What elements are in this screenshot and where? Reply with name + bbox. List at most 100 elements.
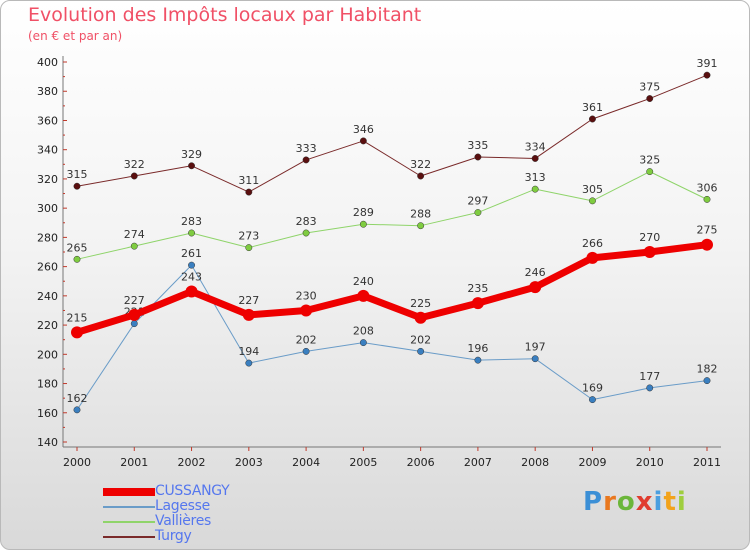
data-label-turgy: 333 bbox=[296, 142, 317, 155]
data-point-cussangy bbox=[529, 281, 542, 294]
data-point-cussangy bbox=[414, 311, 427, 324]
series-line-turgy bbox=[76, 74, 708, 193]
data-point-turgy bbox=[703, 71, 711, 79]
data-point-lagesse bbox=[245, 359, 253, 367]
data-label-cussangy: 225 bbox=[410, 297, 431, 310]
data-label-cussangy: 235 bbox=[467, 282, 488, 295]
data-label-cussangy: 275 bbox=[697, 224, 718, 237]
data-point-cussangy bbox=[471, 297, 484, 310]
data-label-turgy: 335 bbox=[467, 139, 488, 152]
proxiti-logo: Proxiti bbox=[583, 487, 687, 517]
legend-swatch-lagesse bbox=[103, 506, 155, 508]
y-tick-label: 140 bbox=[37, 436, 58, 449]
data-label-turgy: 346 bbox=[353, 123, 374, 136]
data-label-valli-res: 313 bbox=[525, 171, 546, 184]
x-tick-label: 2010 bbox=[636, 456, 664, 469]
data-point-lagesse bbox=[359, 339, 367, 347]
logo-letter: o bbox=[616, 487, 636, 517]
data-point-turgy bbox=[417, 172, 425, 180]
data-label-valli-res: 288 bbox=[410, 208, 431, 221]
data-point-lagesse bbox=[188, 261, 195, 269]
data-label-turgy: 322 bbox=[410, 158, 431, 171]
x-tick-label: 2007 bbox=[464, 456, 492, 469]
series-line-cussangy bbox=[73, 241, 711, 336]
data-label-lagesse: 182 bbox=[697, 363, 718, 376]
x-tick-label: 2001 bbox=[120, 456, 148, 469]
data-point-turgy bbox=[188, 162, 195, 170]
data-label-valli-res: 273 bbox=[238, 230, 259, 243]
data-label-valli-res: 274 bbox=[124, 228, 145, 241]
y-tick-label: 240 bbox=[37, 290, 58, 303]
data-point-turgy bbox=[130, 172, 138, 180]
x-tick-label: 2008 bbox=[521, 456, 549, 469]
data-point-lagesse bbox=[302, 347, 310, 355]
data-label-turgy: 375 bbox=[639, 81, 660, 94]
data-label-lagesse: 194 bbox=[238, 345, 259, 358]
y-tick-label: 380 bbox=[37, 85, 58, 98]
data-point-turgy bbox=[359, 137, 367, 145]
data-point-lagesse bbox=[73, 406, 81, 414]
data-label-cussangy: 215 bbox=[67, 311, 88, 324]
data-point-turgy bbox=[302, 156, 310, 164]
data-point-lagesse bbox=[646, 384, 654, 392]
y-tick-label: 400 bbox=[37, 56, 58, 69]
y-tick-label: 180 bbox=[37, 378, 58, 391]
data-point-valli-res bbox=[245, 244, 253, 252]
data-point-valli-res bbox=[359, 220, 367, 228]
data-point-valli-res bbox=[73, 255, 81, 263]
data-label-turgy: 315 bbox=[67, 168, 88, 181]
y-tick-label: 360 bbox=[37, 114, 58, 127]
legend-label-cussangy: CUSSANGY bbox=[155, 483, 230, 499]
data-point-valli-res bbox=[302, 229, 310, 237]
data-point-cussangy bbox=[643, 246, 656, 258]
data-label-lagesse: 261 bbox=[181, 247, 202, 260]
data-point-turgy bbox=[245, 188, 253, 196]
x-tick-label: 2006 bbox=[407, 456, 435, 469]
legend-swatch-vallieres bbox=[103, 521, 155, 523]
data-label-turgy: 311 bbox=[238, 174, 259, 187]
data-point-lagesse bbox=[531, 355, 539, 363]
data-label-turgy: 322 bbox=[124, 158, 145, 171]
legend-label-lagesse: Lagesse bbox=[155, 498, 210, 514]
logo-letter: i bbox=[653, 487, 664, 517]
data-point-turgy bbox=[531, 155, 539, 162]
x-tick-label: 2002 bbox=[178, 456, 206, 469]
x-tick-label: 2009 bbox=[578, 456, 606, 469]
data-label-lagesse: 208 bbox=[353, 325, 374, 338]
data-label-valli-res: 325 bbox=[639, 154, 660, 167]
y-tick-label: 320 bbox=[37, 173, 58, 186]
data-point-cussangy bbox=[71, 326, 83, 339]
data-label-cussangy: 227 bbox=[124, 294, 145, 307]
data-label-lagesse: 202 bbox=[410, 333, 431, 346]
data-label-turgy: 334 bbox=[525, 140, 546, 153]
data-label-lagesse: 169 bbox=[582, 382, 603, 395]
data-label-cussangy: 230 bbox=[296, 289, 317, 302]
series-line-lagesse bbox=[76, 264, 708, 411]
data-point-valli-res bbox=[589, 197, 596, 205]
data-label-turgy: 391 bbox=[697, 57, 718, 70]
data-point-cussangy bbox=[357, 289, 370, 302]
y-tick-label: 200 bbox=[37, 348, 58, 361]
data-label-cussangy: 266 bbox=[582, 237, 603, 250]
data-point-valli-res bbox=[188, 229, 195, 237]
y-tick-label: 340 bbox=[37, 144, 58, 157]
data-label-lagesse: 162 bbox=[67, 392, 88, 405]
x-tick-label: 2005 bbox=[349, 456, 377, 469]
data-label-cussangy: 240 bbox=[353, 275, 374, 288]
y-tick-label: 280 bbox=[37, 231, 58, 244]
chart-title: Evolution des Impôts locaux par Habitant bbox=[28, 4, 422, 26]
data-point-lagesse bbox=[589, 396, 596, 404]
data-point-valli-res bbox=[130, 242, 138, 250]
data-point-cussangy bbox=[586, 251, 599, 264]
data-point-lagesse bbox=[130, 320, 138, 328]
data-point-valli-res bbox=[417, 222, 425, 230]
data-label-valli-res: 283 bbox=[181, 215, 202, 228]
data-point-turgy bbox=[646, 95, 654, 102]
data-label-valli-res: 305 bbox=[582, 183, 603, 196]
data-label-lagesse: 202 bbox=[296, 333, 317, 346]
x-tick-label: 2003 bbox=[235, 456, 263, 469]
x-tick-label: 2011 bbox=[693, 456, 721, 469]
data-point-valli-res bbox=[474, 209, 482, 216]
legend-label-turgy: Turgy bbox=[155, 528, 192, 544]
